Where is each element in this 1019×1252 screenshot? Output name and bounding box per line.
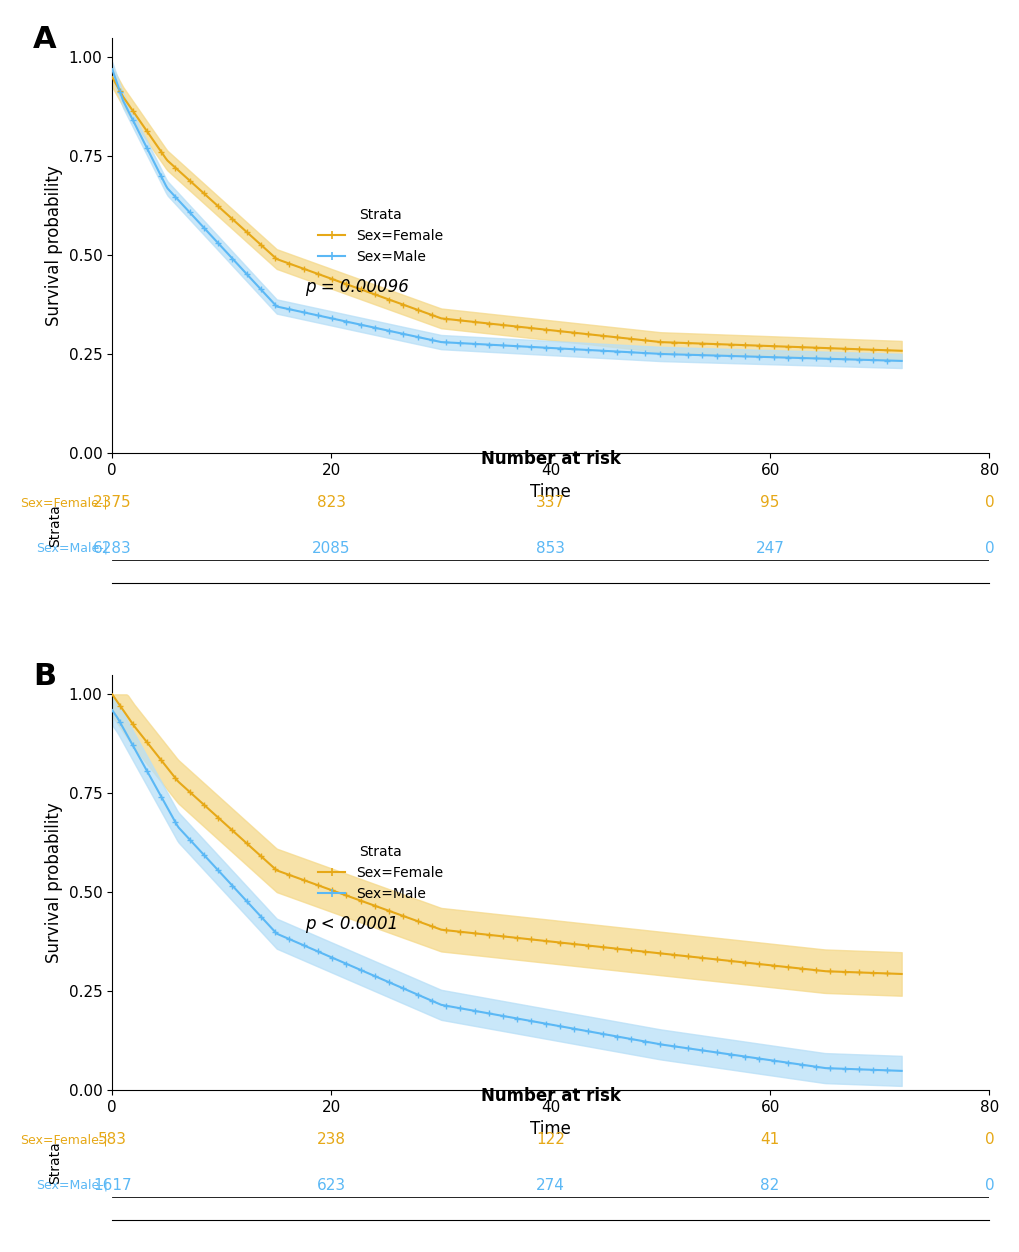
Text: Sex=Male-|: Sex=Male-|	[36, 1179, 108, 1192]
Text: Number at risk: Number at risk	[480, 451, 621, 468]
Text: A: A	[34, 25, 57, 54]
Text: 0: 0	[983, 495, 994, 510]
Text: Sex=Male-|: Sex=Male-|	[36, 542, 108, 555]
Text: 122: 122	[536, 1132, 565, 1147]
Text: 583: 583	[98, 1132, 126, 1147]
Text: B: B	[34, 662, 56, 691]
Text: 0: 0	[983, 1178, 994, 1193]
Text: p < 0.0001: p < 0.0001	[305, 915, 398, 934]
X-axis label: Time: Time	[530, 483, 571, 501]
Text: 853: 853	[536, 541, 565, 556]
Text: 623: 623	[317, 1178, 345, 1193]
Legend: Sex=Female, Sex=Male: Sex=Female, Sex=Male	[312, 839, 448, 906]
Text: Sex=Female-|: Sex=Female-|	[20, 1133, 108, 1146]
Text: 6283: 6283	[93, 541, 131, 556]
Text: 82: 82	[760, 1178, 779, 1193]
Text: 0: 0	[983, 1132, 994, 1147]
Y-axis label: Survival probability: Survival probability	[45, 165, 63, 326]
Text: 0: 0	[983, 541, 994, 556]
Text: Sex=Female-|: Sex=Female-|	[20, 496, 108, 510]
Text: 2375: 2375	[93, 495, 131, 510]
Text: p = 0.00096: p = 0.00096	[305, 278, 409, 297]
Text: 1617: 1617	[93, 1178, 131, 1193]
Text: 823: 823	[317, 495, 345, 510]
Text: Strata: Strata	[48, 1141, 62, 1184]
Text: 238: 238	[317, 1132, 345, 1147]
Text: 337: 337	[536, 495, 565, 510]
Legend: Sex=Female, Sex=Male: Sex=Female, Sex=Male	[312, 203, 448, 269]
Text: 247: 247	[755, 541, 784, 556]
Text: 95: 95	[760, 495, 779, 510]
Text: Number at risk: Number at risk	[480, 1088, 621, 1106]
X-axis label: Time: Time	[530, 1121, 571, 1138]
Text: Strata: Strata	[48, 505, 62, 547]
Text: 274: 274	[536, 1178, 565, 1193]
Text: 41: 41	[760, 1132, 779, 1147]
Y-axis label: Survival probability: Survival probability	[45, 801, 63, 963]
Text: 2085: 2085	[312, 541, 351, 556]
